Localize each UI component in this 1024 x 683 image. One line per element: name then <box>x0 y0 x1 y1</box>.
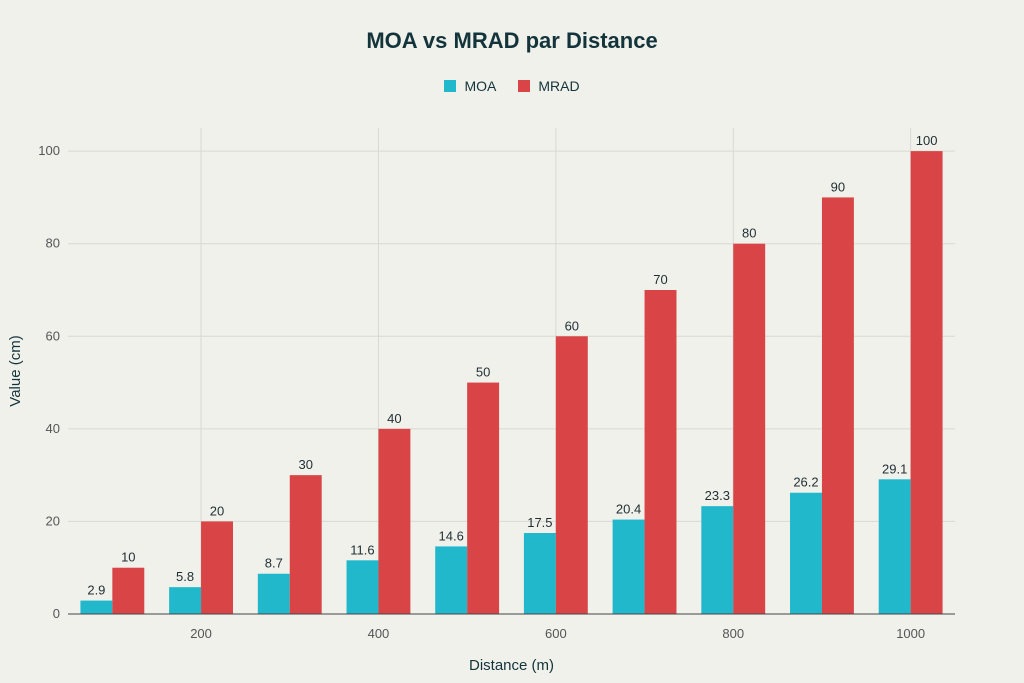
x-tick-label: 400 <box>368 626 390 641</box>
legend-swatch-mrad <box>518 80 531 92</box>
bar-mrad <box>289 475 322 614</box>
legend-item-mrad[interactable]: MRAD <box>518 78 580 94</box>
bar-mrad <box>555 336 588 614</box>
bar-mrad <box>821 197 854 614</box>
data-label-moa: 26.2 <box>793 475 818 490</box>
y-tick-label: 40 <box>46 421 60 436</box>
bar-moa <box>346 560 379 614</box>
bar-mrad <box>467 382 500 614</box>
bar-mrad <box>733 243 766 614</box>
y-axis-title: Value (cm) <box>7 335 24 406</box>
x-tick-label: 800 <box>722 626 744 641</box>
x-tick-label: 200 <box>190 626 212 641</box>
data-label-mrad: 60 <box>565 318 579 333</box>
x-tick-label: 1000 <box>896 626 925 641</box>
data-label-moa: 8.7 <box>265 556 283 571</box>
data-label-mrad: 40 <box>387 411 401 426</box>
bar-moa <box>435 546 468 614</box>
data-label-mrad: 70 <box>653 272 667 287</box>
bar-moa <box>790 492 822 614</box>
data-label-moa: 23.3 <box>705 488 730 503</box>
data-label-moa: 17.5 <box>527 515 552 530</box>
y-tick-label: 60 <box>46 328 60 343</box>
data-label-mrad: 90 <box>831 179 845 194</box>
data-label-moa: 20.4 <box>616 502 641 517</box>
bar-mrad <box>201 521 233 614</box>
bar-mrad <box>378 428 411 614</box>
bar-moa <box>80 600 113 614</box>
bar-moa <box>169 587 202 614</box>
data-label-mrad: 80 <box>742 226 756 241</box>
legend-item-moa[interactable]: MOA <box>444 78 496 94</box>
data-label-moa: 2.9 <box>87 583 105 598</box>
bar-mrad <box>112 567 145 614</box>
y-tick-label: 100 <box>38 143 60 158</box>
bar-moa <box>878 479 911 614</box>
bar-moa <box>523 533 556 614</box>
bar-mrad <box>644 290 677 614</box>
legend-swatch-moa <box>444 80 457 92</box>
data-label-mrad: 10 <box>121 550 135 565</box>
data-label-moa: 11.6 <box>350 542 374 557</box>
y-tick-label: 20 <box>46 513 60 528</box>
bar-mrad <box>910 151 943 614</box>
y-tick-label: 80 <box>46 236 60 251</box>
x-tick-label: 600 <box>545 626 567 641</box>
bar-moa <box>701 506 734 614</box>
data-label-moa: 29.1 <box>882 461 907 476</box>
bar-moa <box>612 519 645 614</box>
data-label-mrad: 30 <box>298 457 312 472</box>
data-label-mrad: 100 <box>916 133 938 148</box>
legend-label-mrad: MRAD <box>538 78 580 94</box>
chart-title: MOA vs MRAD par Distance <box>366 28 658 53</box>
data-label-moa: 14.6 <box>439 528 464 543</box>
data-label-mrad: 20 <box>210 503 224 518</box>
x-axis-title: Distance (m) <box>469 657 554 674</box>
bar-moa <box>257 573 290 614</box>
y-tick-label: 0 <box>53 606 60 621</box>
legend-label-moa: MOA <box>464 78 497 94</box>
legend: MOA MRAD <box>0 78 1024 94</box>
data-label-moa: 5.8 <box>176 569 194 584</box>
data-label-mrad: 50 <box>476 365 490 380</box>
